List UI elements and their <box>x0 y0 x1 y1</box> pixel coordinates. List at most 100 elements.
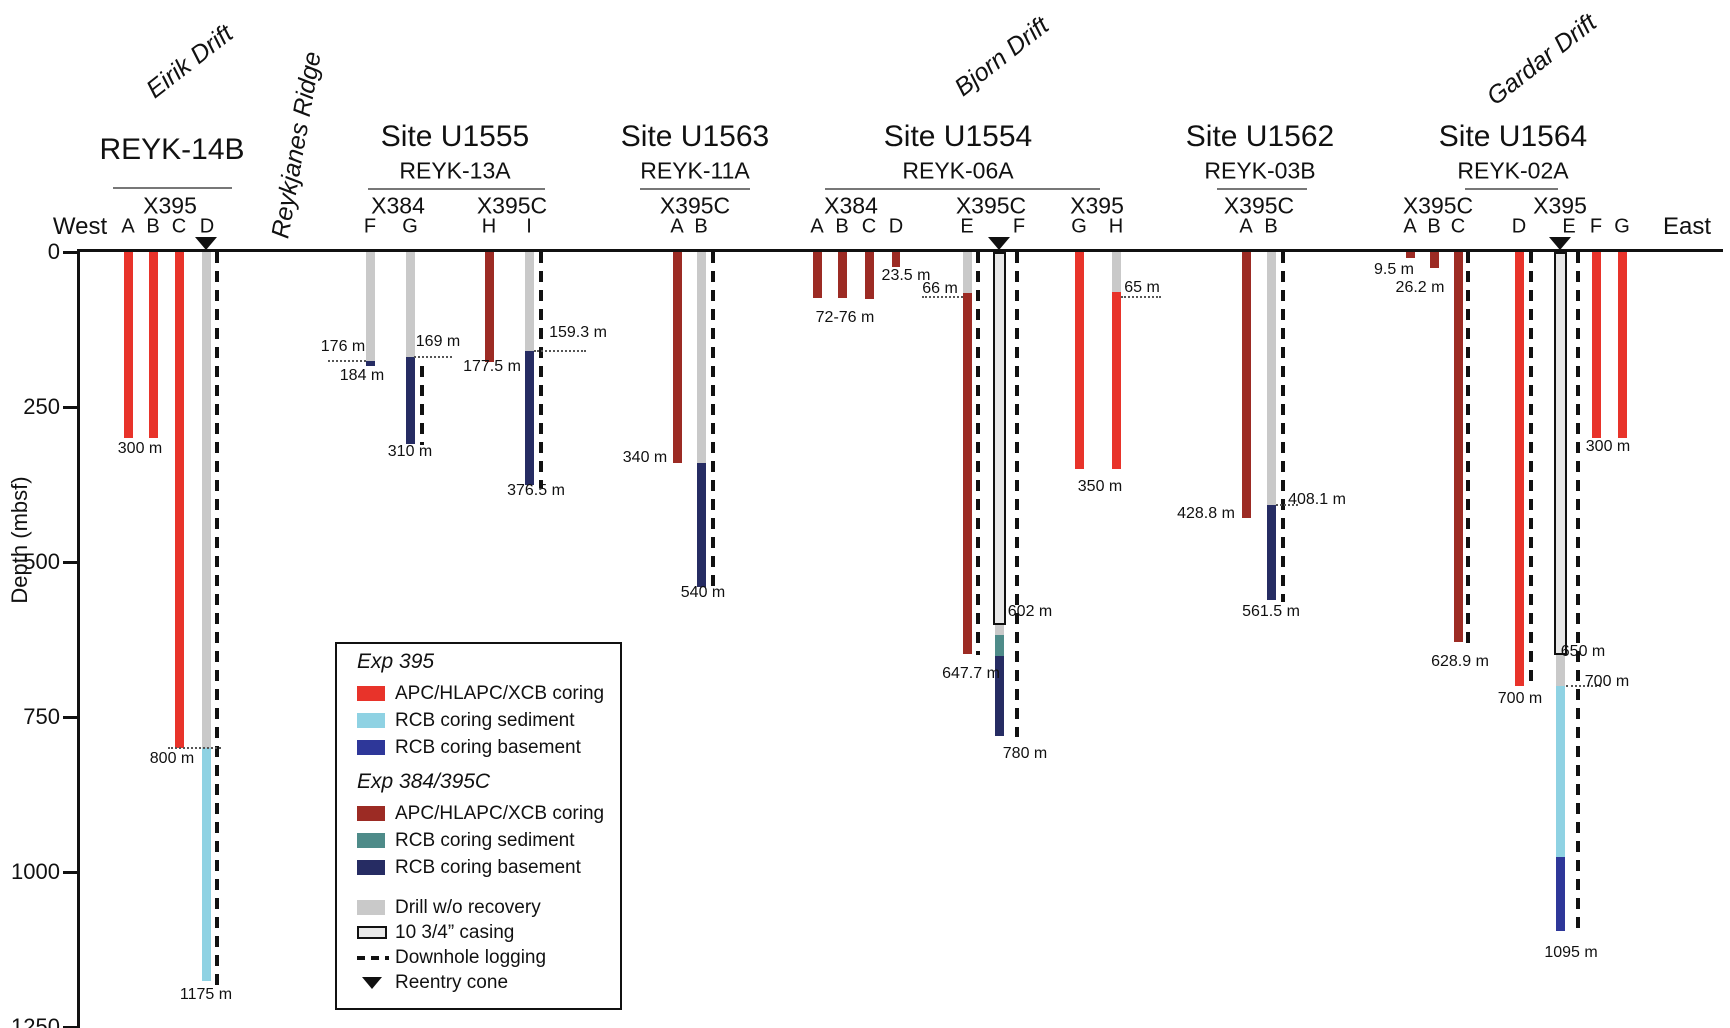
hole-letter: D <box>1511 215 1527 238</box>
hole-segment <box>1555 655 1565 686</box>
rig-label: X395 <box>1533 192 1587 219</box>
reentry-cone-icon <box>1549 237 1571 250</box>
depth-label: 176 m <box>320 338 366 355</box>
axis-tick-mark <box>63 715 77 719</box>
legend-item: RCB coring basement <box>357 736 607 760</box>
hole-segment <box>837 252 847 298</box>
site-subtitle: REYK-13A <box>399 157 511 184</box>
rig-label: X395 <box>1070 192 1124 219</box>
depth-label: 561.5 m <box>1242 603 1300 620</box>
legend-item-label: Reentry cone <box>395 972 509 993</box>
legend-item: Reentry cone <box>357 971 607 995</box>
depth-connector-line <box>414 356 452 358</box>
axis-tick-label: 1250 <box>11 1014 60 1028</box>
hole-segment <box>1591 252 1601 438</box>
hole-letter: G <box>1071 215 1087 238</box>
legend-item-label: RCB coring basement <box>395 737 581 758</box>
hole-letter: A <box>810 215 824 238</box>
legend-group-title: Exp 384/395C <box>357 770 491 793</box>
axis-tick-label: 0 <box>47 239 60 264</box>
site-underline <box>640 188 750 190</box>
logging-line <box>539 252 543 488</box>
hole-letter: B <box>835 215 849 238</box>
hole-letter: H <box>1108 215 1124 238</box>
site-subtitle: REYK-03B <box>1204 157 1316 184</box>
hole-segment <box>672 252 682 463</box>
legend-item-label: RCB coring basement <box>395 857 581 878</box>
legend-item-label: Downhole logging <box>395 947 547 968</box>
depth-label: 350 m <box>1077 478 1123 495</box>
rig-label: X395C <box>1223 192 1295 219</box>
rig-label: X384 <box>371 192 425 219</box>
depth-label: 780 m <box>1002 745 1048 762</box>
hole-segment <box>1405 252 1415 258</box>
hole-segment <box>484 252 494 363</box>
axis-tick-label: 1000 <box>11 859 60 884</box>
hole-letter: E <box>1562 215 1576 238</box>
depth-label: 540 m <box>680 584 726 601</box>
depth-connector-line <box>1121 296 1161 298</box>
drift-name-label: Bjorn Drift <box>949 11 1055 102</box>
logging-line <box>215 252 219 987</box>
hole-letter: B <box>1264 215 1278 238</box>
hole-segment <box>1555 856 1565 931</box>
legend-item-label: RCB coring sediment <box>395 830 575 851</box>
depth-label: 340 m <box>622 449 668 466</box>
hole-letter: C <box>1450 215 1466 238</box>
axis-tick-mark <box>63 1025 77 1028</box>
hole-segment <box>1074 252 1084 469</box>
legend-swatch-casing <box>357 926 387 939</box>
logging-line <box>1466 252 1470 644</box>
hole-letter: A <box>670 215 684 238</box>
site-title: Site U1563 <box>620 120 770 153</box>
legend-swatch-dashed <box>357 956 389 960</box>
hole-segment <box>201 748 211 981</box>
drift-name-label: Reykjanes Ridge <box>266 49 327 241</box>
axis-tick-mark <box>63 405 77 409</box>
hole-segment <box>123 252 133 438</box>
hole-letter: C <box>171 215 187 238</box>
site-subtitle: REYK-06A <box>902 157 1014 184</box>
drift-name-label: Eirik Drift <box>141 19 239 104</box>
hole-letter: I <box>526 215 532 238</box>
hole-segment <box>365 252 375 362</box>
hole-segment <box>696 462 706 587</box>
hole-segment <box>696 252 706 463</box>
logging-line <box>1281 252 1285 603</box>
rig-label: X384 <box>824 192 878 219</box>
axis-tick-label: 500 <box>23 549 60 574</box>
site-underline <box>1465 188 1558 190</box>
depth-label: 700 m <box>1497 690 1543 707</box>
rig-label: X395 <box>143 192 197 219</box>
depth-label: 72-76 m <box>815 309 875 326</box>
hole-letter: B <box>694 215 708 238</box>
hole-segment <box>201 252 211 748</box>
depth-label: 647.7 m <box>942 665 1000 682</box>
legend-box: Exp 395 APC/HLAPC/XCB coring RCB coring se… <box>335 642 622 1010</box>
hole-segment <box>1453 252 1463 642</box>
hole-segment <box>1514 252 1524 686</box>
hole-segment <box>524 252 534 351</box>
hole-letter: B <box>1427 215 1441 238</box>
depth-label: 66 m <box>922 280 958 297</box>
depth-label: 1175 m <box>179 986 233 1003</box>
east-label: East <box>1662 213 1712 240</box>
depth-connector-line <box>1276 504 1298 506</box>
hole-segment <box>1266 252 1276 506</box>
legend-item: Downhole logging <box>357 946 607 970</box>
depth-label: 65 m <box>1124 279 1160 296</box>
hole-letter: E <box>960 215 974 238</box>
depth-connector-line <box>168 747 221 749</box>
logging-line <box>711 252 715 590</box>
hole-segment <box>962 292 972 654</box>
legend-item-label: APC/HLAPC/XCB coring <box>395 803 605 824</box>
hole-segment <box>994 656 1004 736</box>
rig-label: X395C <box>659 192 731 219</box>
depth-label: 428.8 m <box>1177 505 1235 522</box>
legend-group-title: Exp 395 <box>357 650 435 673</box>
legend-item: RCB coring sediment <box>357 829 607 853</box>
hole-segment <box>1617 252 1627 438</box>
site-title: Site U1564 <box>1438 120 1588 153</box>
legend-item: APC/HLAPC/XCB coring <box>357 682 607 706</box>
depth-connector-line <box>328 360 366 362</box>
